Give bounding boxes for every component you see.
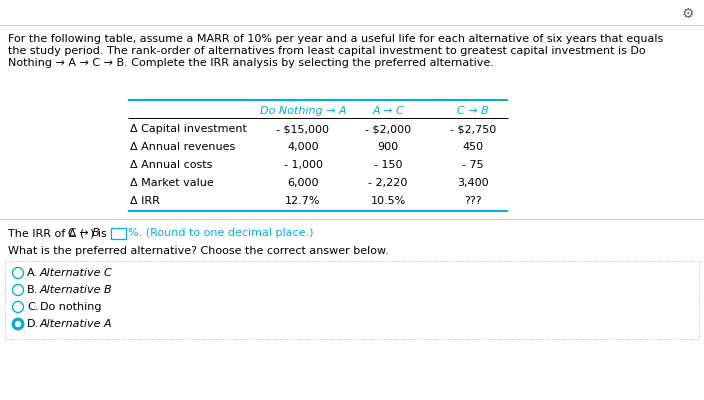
Text: Δ Annual revenues: Δ Annual revenues: [130, 142, 235, 152]
Text: Δ Capital investment: Δ Capital investment: [130, 124, 247, 134]
Text: - 2,220: - 2,220: [368, 178, 408, 188]
Text: Do Nothing → A: Do Nothing → A: [260, 106, 346, 116]
Text: The IRR of Δ (: The IRR of Δ (: [8, 228, 84, 238]
Text: - $2,000: - $2,000: [365, 124, 411, 134]
Text: - 150: - 150: [374, 160, 402, 170]
Text: ) is: ) is: [89, 228, 110, 238]
Circle shape: [15, 322, 20, 326]
Text: A.: A.: [27, 268, 38, 278]
Text: 450: 450: [463, 142, 484, 152]
Text: ⚙: ⚙: [681, 7, 694, 21]
Text: the study period. The rank-order of alternatives from least capital investment t: the study period. The rank-order of alte…: [8, 46, 646, 56]
Text: 6,000: 6,000: [287, 178, 319, 188]
Text: For the following table, assume a MARR of 10% per year and a useful life for eac: For the following table, assume a MARR o…: [8, 34, 663, 44]
Text: Δ Annual costs: Δ Annual costs: [130, 160, 213, 170]
Text: C.: C.: [27, 302, 39, 312]
Text: - $15,000: - $15,000: [277, 124, 329, 134]
Text: Nothing → A → C → B. Complete the IRR analysis by selecting the preferred altern: Nothing → A → C → B. Complete the IRR an…: [8, 58, 494, 68]
FancyBboxPatch shape: [5, 261, 699, 339]
Text: A → C: A → C: [372, 106, 404, 116]
Circle shape: [13, 318, 23, 330]
Text: Δ Market value: Δ Market value: [130, 178, 214, 188]
Text: B.: B.: [27, 285, 38, 295]
Text: 12.7%: 12.7%: [285, 196, 321, 206]
Text: 3,400: 3,400: [457, 178, 489, 188]
Text: C → B: C → B: [68, 228, 100, 238]
Text: 900: 900: [377, 142, 398, 152]
Text: Alternative C: Alternative C: [40, 268, 113, 278]
Text: What is the preferred alternative? Choose the correct answer below.: What is the preferred alternative? Choos…: [8, 246, 389, 256]
Text: Δ IRR: Δ IRR: [130, 196, 160, 206]
Text: - 75: - 75: [463, 160, 484, 170]
Text: Alternative B: Alternative B: [40, 285, 113, 295]
Text: C → B: C → B: [457, 106, 489, 116]
Text: 4,000: 4,000: [287, 142, 319, 152]
FancyBboxPatch shape: [111, 228, 126, 238]
Text: %. (Round to one decimal place.): %. (Round to one decimal place.): [128, 228, 314, 238]
Text: - $2,750: - $2,750: [450, 124, 496, 134]
Text: ???: ???: [464, 196, 482, 206]
Text: Alternative A: Alternative A: [40, 319, 113, 329]
Text: - 1,000: - 1,000: [284, 160, 322, 170]
Text: D.: D.: [27, 319, 39, 329]
Text: Do nothing: Do nothing: [40, 302, 101, 312]
Text: 10.5%: 10.5%: [370, 196, 406, 206]
